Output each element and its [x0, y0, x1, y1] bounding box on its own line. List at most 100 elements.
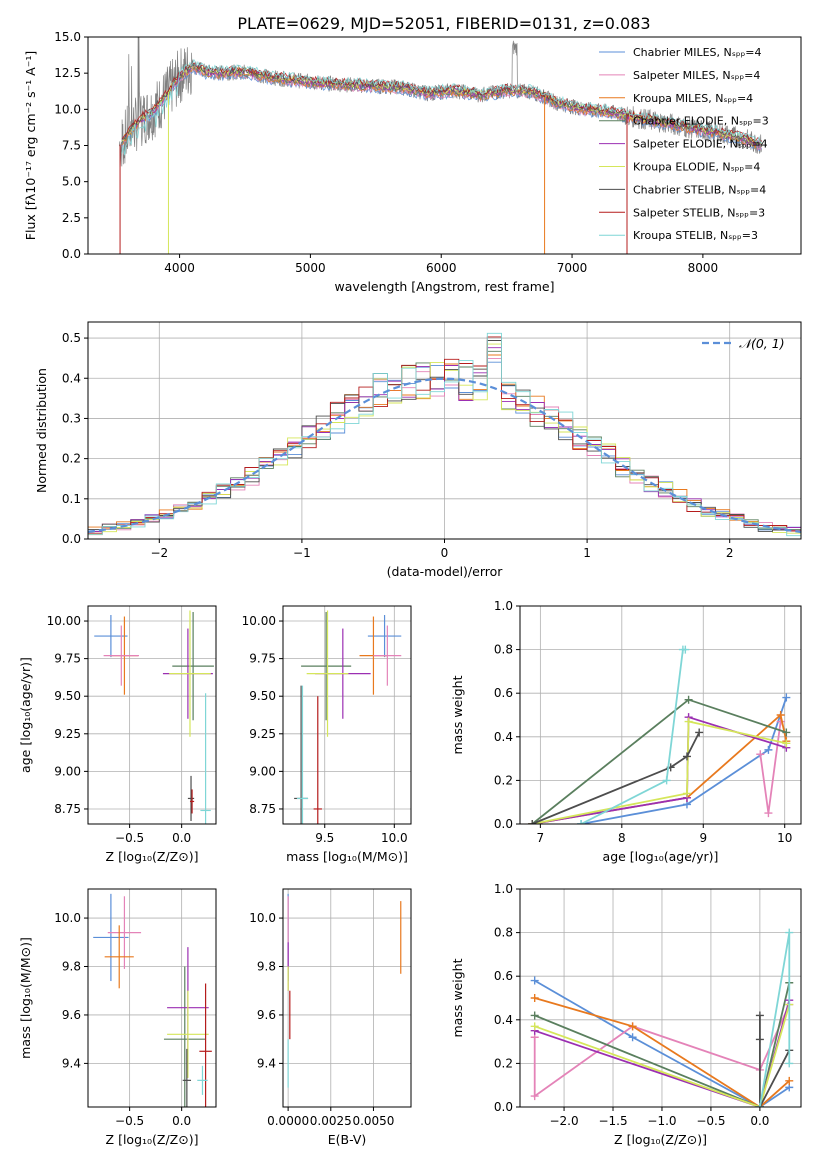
- x-tick-label: −2.0: [549, 1114, 578, 1128]
- plot-area: [88, 332, 801, 537]
- x-tick-label: 9: [699, 831, 707, 845]
- normal-curve: [88, 377, 801, 534]
- y-axis-label: mass weight: [450, 958, 465, 1037]
- y-tick-label: 12.5: [54, 66, 81, 80]
- x-tick-label: 9.5: [315, 831, 334, 845]
- age-vs-mass-panel: 9.5 10.0 8.75 9.00 9.25 9.50 9.75 10.00 mass [lo…: [242, 605, 412, 864]
- spectrum-panel: 4000 5000 6000 7000 8000 0.0 2.5 5.0 7.5 10.0 12.5…: [23, 30, 802, 294]
- kroupa-miles-weight-marker: [785, 1076, 794, 1085]
- y-tick-label: 9.4: [62, 1056, 81, 1070]
- kroupa-stelib-model-line: [121, 58, 763, 156]
- x-tick-label: 2: [726, 546, 734, 560]
- y-axis-label: mass weight: [450, 675, 465, 754]
- y-tick-label: 0.4: [494, 730, 513, 744]
- legend-label: Chabrier MILES, Nₛₚₚ=4: [633, 46, 762, 59]
- plot-area: [119, 37, 763, 254]
- x-tick-label: −1: [293, 546, 311, 560]
- y-tick-label: 9.50: [54, 689, 81, 703]
- kroupa-stelib-weight-marker: [755, 1103, 764, 1107]
- y-axis-label: mass [log₁₀(M/M⊙)]: [18, 937, 33, 1059]
- x-axis-label: wavelength [Angstrom, rest frame]: [334, 279, 554, 294]
- figure-title: PLATE=0629, MJD=52051, FIBERID=0131, z=0…: [237, 14, 650, 33]
- y-tick-label: 0.8: [494, 926, 513, 940]
- x-tick-label: 8000: [688, 261, 719, 275]
- x-tick-label: −1.0: [647, 1114, 676, 1128]
- y-tick-label: 0.0: [494, 1100, 513, 1114]
- weight-vs-metallicity-panel: −2.0 −1.5 −1.0 −0.5 0.0 0.0 0.2 0.4 0.6 0.8 1.0 Z […: [450, 882, 802, 1147]
- y-axis-label: Flux [fλ10⁻¹⁷ erg cm⁻² s⁻¹ A⁻¹]: [23, 51, 38, 240]
- y-tick-label: 0.3: [62, 411, 81, 425]
- x-tick-label: −0.5: [115, 1114, 144, 1128]
- x-tick-label: 5000: [295, 261, 326, 275]
- chabrier-miles-weight-marker: [628, 1033, 637, 1042]
- y-tick-label: 10.0: [54, 102, 81, 116]
- y-tick-label: 0.5: [62, 331, 81, 345]
- chabrier-stelib-weight-marker: [755, 1011, 764, 1020]
- y-tick-label: 9.4: [257, 1056, 276, 1070]
- chabrier-stelib-weight-marker: [755, 1035, 764, 1044]
- axes-frame: [87, 888, 217, 1108]
- legend-label: Kroupa MILES, Nₛₚₚ=4: [633, 92, 753, 105]
- chabrier-stelib-weight-marker: [695, 728, 704, 737]
- y-tick-label: 9.00: [249, 764, 276, 778]
- x-tick-label: 0.0025: [310, 1114, 352, 1128]
- legend-label: Salpeter MILES, Nₛₚₚ=4: [633, 69, 760, 82]
- x-axis-label: Z [log₁₀(Z/Z⊙)]: [106, 1132, 199, 1147]
- chabrier-miles-weight-line: [580, 697, 788, 824]
- y-tick-label: 9.6: [62, 1008, 81, 1022]
- x-tick-label: 0.0: [172, 1114, 191, 1128]
- x-tick-label: 7: [537, 831, 545, 845]
- x-tick-label: 0: [441, 546, 449, 560]
- x-tick-label: −1.5: [598, 1114, 627, 1128]
- x-axis-label: mass [log₁₀(M/M⊙)]: [286, 849, 408, 864]
- y-tick-label: 9.8: [257, 960, 276, 974]
- chabrier-elodie-weight-marker: [684, 695, 693, 704]
- age-vs-metallicity-panel: −0.5 0.0 8.75 9.00 9.25 9.50 9.75 10.00 Z [log₁₀…: [18, 605, 217, 864]
- plot-area: [93, 893, 212, 1107]
- kroupa-elodie-weight-marker: [682, 789, 691, 798]
- chabrier-miles-weight-marker: [764, 745, 773, 754]
- mass-vs-metallicity-panel: −0.5 0.0 9.4 9.6 9.8 10.0 Z [log₁₀(Z/Z⊙)] mass …: [18, 888, 217, 1147]
- kroupa-miles-model-line: [121, 66, 763, 150]
- chabrier-elodie-weight-marker: [530, 1011, 539, 1020]
- y-tick-label: 15.0: [54, 30, 81, 44]
- legend-label: Kroupa ELODIE, Nₛₚₚ=4: [633, 161, 760, 174]
- legend-label: Salpeter STELIB, Nₛₚₚ=3: [633, 206, 765, 219]
- x-axis-label: age [log₁₀(age/yr)]: [603, 849, 719, 864]
- axes-frame: [519, 605, 802, 825]
- y-tick-label: 8.75: [54, 802, 81, 816]
- x-tick-label: 1: [583, 546, 591, 560]
- y-tick-label: 2.5: [62, 211, 81, 225]
- kroupa-elodie-weight-marker: [684, 717, 693, 726]
- y-tick-label: 0.1: [62, 492, 81, 506]
- y-tick-label: 9.75: [54, 652, 81, 666]
- x-axis-label: Z [log₁₀(Z/Z⊙)]: [614, 1132, 707, 1147]
- y-tick-label: 9.75: [249, 652, 276, 666]
- x-tick-label: 10.0: [381, 831, 408, 845]
- y-tick-label: 10.0: [249, 911, 276, 925]
- legend-label: Chabrier STELIB, Nₛₚₚ=4: [633, 183, 766, 196]
- spectrum-legend: Chabrier MILES, Nₛₚₚ=4 Salpeter MILES, Nₛ…: [599, 46, 769, 242]
- weight-vs-age-panel: 7 8 9 10 0.0 0.2 0.4 0.6 0.8 1.0 age [log₁₀(age/yr…: [450, 599, 802, 864]
- y-tick-label: 9.8: [62, 960, 81, 974]
- y-tick-label: 10.00: [242, 614, 276, 628]
- x-tick-label: −2: [150, 546, 168, 560]
- salpeter-miles-weight-marker: [530, 1092, 539, 1101]
- x-tick-label: 0.0: [750, 1114, 769, 1128]
- x-axis-label: (data-model)/error: [387, 564, 504, 579]
- y-tick-label: 10.0: [54, 911, 81, 925]
- kroupa-stelib-weight-marker: [785, 1059, 794, 1068]
- axes-frame: [519, 888, 802, 1108]
- y-axis-label: age [log₁₀(age/yr)]: [18, 657, 33, 773]
- chabrier-stelib-weight-marker: [682, 752, 691, 761]
- kroupa-stelib-weight-marker: [577, 820, 586, 824]
- plot-area: [294, 610, 402, 824]
- y-tick-label: 7.5: [62, 139, 81, 153]
- y-tick-label: 9.00: [54, 764, 81, 778]
- plot-area: [530, 928, 794, 1107]
- salpeter-miles-weight-line: [759, 721, 782, 814]
- y-tick-label: 0.2: [494, 1056, 513, 1070]
- kroupa-stelib-weight-marker: [785, 928, 794, 937]
- y-tick-label: 0.2: [62, 452, 81, 466]
